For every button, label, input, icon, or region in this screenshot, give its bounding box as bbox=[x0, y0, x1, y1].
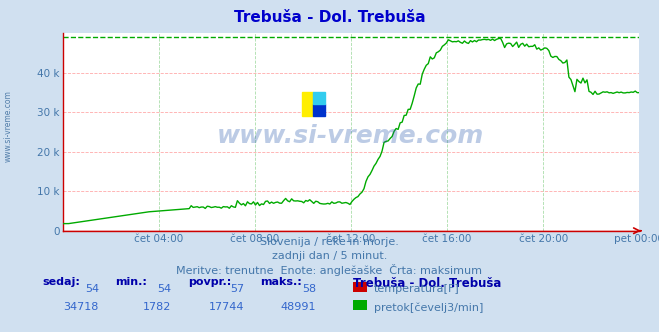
Text: temperatura[F]: temperatura[F] bbox=[374, 284, 459, 294]
Text: 48991: 48991 bbox=[281, 302, 316, 312]
Text: zadnji dan / 5 minut.: zadnji dan / 5 minut. bbox=[272, 251, 387, 261]
Text: sedaj:: sedaj: bbox=[43, 277, 80, 287]
Text: 57: 57 bbox=[230, 284, 244, 294]
Text: 54: 54 bbox=[158, 284, 171, 294]
Text: Slovenija / reke in morje.: Slovenija / reke in morje. bbox=[260, 237, 399, 247]
Text: pretok[čevelj3/min]: pretok[čevelj3/min] bbox=[374, 302, 483, 313]
Text: 54: 54 bbox=[85, 284, 99, 294]
Bar bbox=[314, 92, 325, 104]
Bar bbox=[302, 92, 314, 116]
Text: Trebuša - Dol. Trebuša: Trebuša - Dol. Trebuša bbox=[353, 277, 501, 290]
Text: Trebuša - Dol. Trebuša: Trebuša - Dol. Trebuša bbox=[234, 10, 425, 25]
Text: maks.:: maks.: bbox=[260, 277, 302, 287]
Text: min.:: min.: bbox=[115, 277, 147, 287]
Bar bbox=[314, 104, 325, 116]
Text: www.si-vreme.com: www.si-vreme.com bbox=[3, 90, 13, 162]
Text: 1782: 1782 bbox=[143, 302, 171, 312]
Text: 58: 58 bbox=[302, 284, 316, 294]
Text: www.si-vreme.com: www.si-vreme.com bbox=[217, 124, 484, 148]
Text: 34718: 34718 bbox=[63, 302, 99, 312]
Text: Meritve: trenutne  Enote: anglešaške  Črta: maksimum: Meritve: trenutne Enote: anglešaške Črta… bbox=[177, 264, 482, 276]
Text: povpr.:: povpr.: bbox=[188, 277, 231, 287]
Text: 17744: 17744 bbox=[208, 302, 244, 312]
